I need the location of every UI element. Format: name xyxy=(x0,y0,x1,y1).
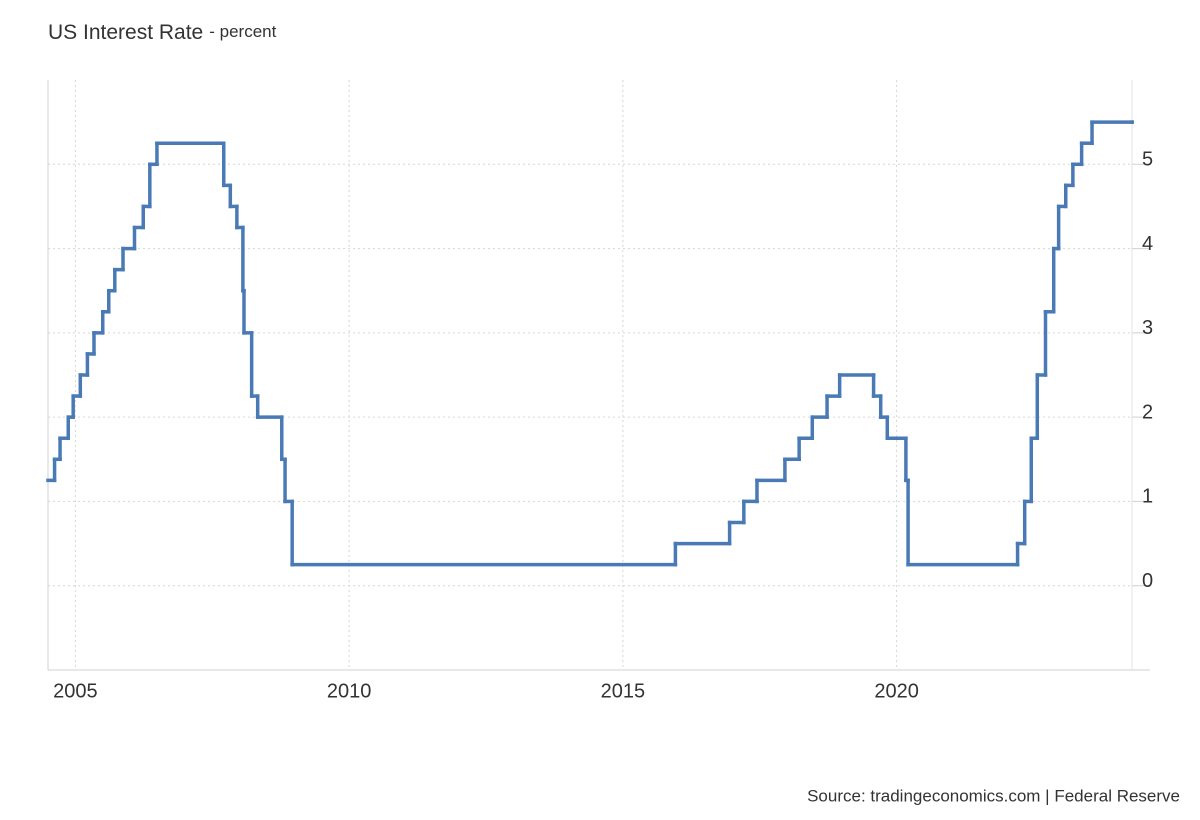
x-tick-label: 2010 xyxy=(327,680,372,702)
y-tick-label: 5 xyxy=(1142,149,1153,171)
title: US Interest Rate xyxy=(48,21,203,44)
x-tick-label: 2015 xyxy=(601,680,646,702)
y-tick-label: 1 xyxy=(1142,486,1153,508)
y-tick-label: 4 xyxy=(1142,233,1153,255)
y-tick-label: 0 xyxy=(1142,570,1153,592)
subtitle: - percent xyxy=(209,22,276,41)
y-tick-label: 3 xyxy=(1142,317,1153,339)
y-tick-label: 2 xyxy=(1142,401,1153,423)
x-tick-label: 2020 xyxy=(874,680,919,702)
x-tick-label: 2005 xyxy=(53,680,98,702)
chart-title: US Interest Rate - percent xyxy=(48,21,277,44)
source: Source: tradingeconomics.com | Federal R… xyxy=(807,786,1180,805)
